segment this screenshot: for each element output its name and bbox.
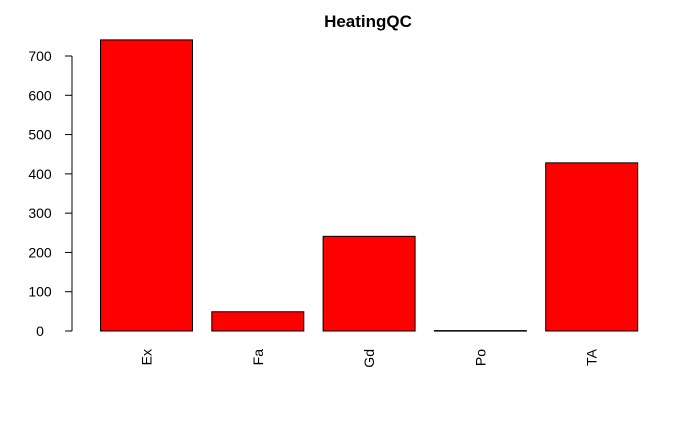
x-axis-labels: Ex Fa Gd Po TA	[139, 348, 600, 367]
x-tick-label-fa: Fa	[250, 349, 266, 366]
y-tick-label: 700	[28, 48, 52, 64]
y-tick-label: 400	[28, 166, 52, 182]
y-tick-label: 100	[28, 284, 52, 300]
y-tick-label: 200	[28, 244, 52, 260]
bar-fa	[211, 311, 305, 332]
x-tick-label-po: Po	[472, 349, 488, 366]
bar-ta	[545, 162, 639, 332]
y-tick-label: 600	[28, 87, 52, 103]
x-tick-label-gd: Gd	[361, 349, 377, 368]
x-tick-label-ex: Ex	[139, 349, 155, 365]
chart-title: HeatingQC	[324, 12, 412, 31]
y-tick-label: 500	[28, 127, 52, 143]
y-tick-label: 300	[28, 205, 52, 221]
x-tick-label-ta: TA	[584, 348, 600, 366]
y-axis: 0 100 200 300 400 500 600 700	[28, 48, 73, 339]
y-tick-label: 0	[36, 323, 44, 339]
bars	[100, 39, 639, 332]
bar-ex	[100, 39, 193, 332]
bar-po	[433, 330, 527, 332]
bar-gd	[322, 235, 416, 332]
